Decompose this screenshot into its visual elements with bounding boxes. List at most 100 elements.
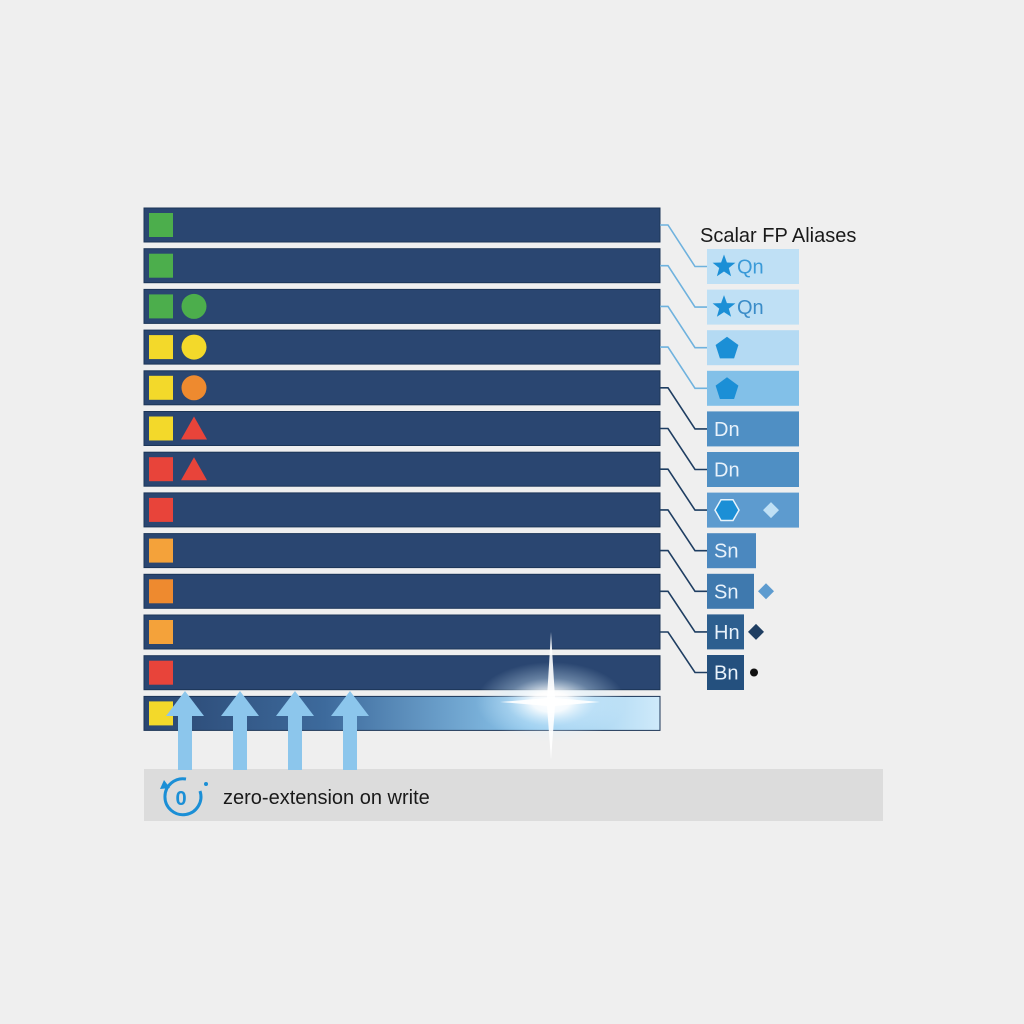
register-row <box>143 207 661 243</box>
alias-box-background <box>707 452 799 487</box>
caption-text: zero-extension on write <box>223 787 430 809</box>
alias-box-hexagon-icon <box>707 492 799 528</box>
alias-connector-line <box>660 387 707 430</box>
arrow-shaft <box>343 712 357 770</box>
hexagon-icon <box>714 498 740 522</box>
alias-connector-line <box>660 590 707 633</box>
alias-box-bn: Bn <box>707 655 758 690</box>
circle-marker-icon <box>181 293 207 319</box>
square-marker-icon <box>149 375 173 400</box>
square-marker-icon <box>149 294 173 319</box>
triangle-marker-icon <box>181 457 207 481</box>
square-marker-icon <box>149 620 173 644</box>
alias-connector-line <box>660 224 707 268</box>
alias-connector-line <box>660 631 707 674</box>
alias-label: Bn <box>714 663 738 685</box>
register-row <box>143 533 661 569</box>
alias-box-qn: Qn <box>707 289 799 325</box>
alias-connector-line <box>660 264 707 308</box>
alias-box-pentagon-icon <box>707 370 799 406</box>
register-bar <box>143 248 661 284</box>
alias-connector-line <box>660 427 707 471</box>
write-arrow-icon <box>331 691 369 770</box>
alias-label: Dn <box>714 460 740 482</box>
star-icon <box>712 254 736 277</box>
alias-label: Qn <box>737 257 764 279</box>
caption-bar: 0 zero-extension on write <box>144 769 883 821</box>
register-bar <box>143 492 661 528</box>
alias-connector-line <box>660 549 707 593</box>
diamond-icon <box>763 502 779 519</box>
arrow-head <box>221 691 259 716</box>
alias-box-background <box>707 655 744 690</box>
register-bar <box>143 451 661 487</box>
register-bar <box>143 573 661 609</box>
zero-glyph: 0 <box>175 788 186 810</box>
register-row <box>143 614 661 650</box>
arrow-shaft <box>233 712 247 770</box>
write-arrows <box>166 691 369 770</box>
glare-star <box>500 632 600 760</box>
register-bar <box>143 329 661 365</box>
diamond-icon <box>748 623 764 640</box>
register-row <box>143 370 661 406</box>
triangle-marker-icon <box>181 416 207 440</box>
alias-box-dn: Dn <box>707 452 799 487</box>
arrow-head <box>166 691 204 716</box>
alias-column: Qn Qn Dn Dn Sn Sn Hn Bn <box>707 249 799 690</box>
register-bar <box>143 614 661 650</box>
alias-column-title: Scalar FP Aliases <box>700 225 856 247</box>
arrow-shaft <box>178 712 192 770</box>
register-bar <box>143 288 661 324</box>
square-marker-icon <box>149 497 173 522</box>
register-row <box>143 451 661 487</box>
alias-connector-line <box>660 305 707 349</box>
alias-label: Dn <box>714 419 740 441</box>
diamond-icon <box>758 583 774 600</box>
register-bar <box>143 207 661 243</box>
arrow-head <box>331 691 369 716</box>
register-row <box>143 288 661 324</box>
square-marker-icon <box>149 660 173 685</box>
register-row <box>143 632 661 760</box>
zero-reset-icon: 0 <box>160 777 208 817</box>
alias-label: Sn <box>714 541 738 563</box>
alias-connector-line <box>660 509 707 552</box>
alias-box-sn: Sn <box>707 533 756 569</box>
alias-box-dn: Dn <box>707 411 799 447</box>
alias-box-sn: Sn <box>707 573 774 609</box>
square-marker-icon <box>149 457 173 482</box>
register-bar <box>143 533 661 569</box>
alias-connectors <box>660 224 707 674</box>
alias-box-background <box>707 614 744 650</box>
square-marker-icon <box>149 538 173 563</box>
write-arrow-icon <box>221 691 259 770</box>
alias-box-qn: Qn <box>707 249 799 284</box>
circle-marker-icon <box>181 334 207 360</box>
alias-label: Hn <box>714 622 740 644</box>
alias-connector-line <box>660 346 707 390</box>
arrow-shaft <box>288 712 302 770</box>
alias-label: Qn <box>737 297 764 319</box>
register-row <box>143 573 661 609</box>
square-marker-icon <box>149 416 173 441</box>
alias-box-background <box>707 533 756 569</box>
caption-background <box>144 769 883 821</box>
alias-connector-line <box>660 468 707 511</box>
register-row <box>143 248 661 284</box>
square-marker-icon <box>149 579 173 604</box>
star-icon <box>712 295 736 317</box>
alias-box-background <box>707 411 799 447</box>
register-bar <box>143 411 661 446</box>
alias-box-background <box>707 573 754 609</box>
write-arrow-icon <box>276 691 314 770</box>
square-marker-icon <box>149 213 173 237</box>
square-marker-icon <box>149 335 173 360</box>
alias-label: Sn <box>714 581 738 603</box>
register-bar <box>143 370 661 406</box>
register-row <box>143 492 661 528</box>
pentagon-icon <box>715 336 739 359</box>
write-arrow-icon <box>166 691 204 770</box>
alias-box-pentagon-icon <box>707 330 799 366</box>
